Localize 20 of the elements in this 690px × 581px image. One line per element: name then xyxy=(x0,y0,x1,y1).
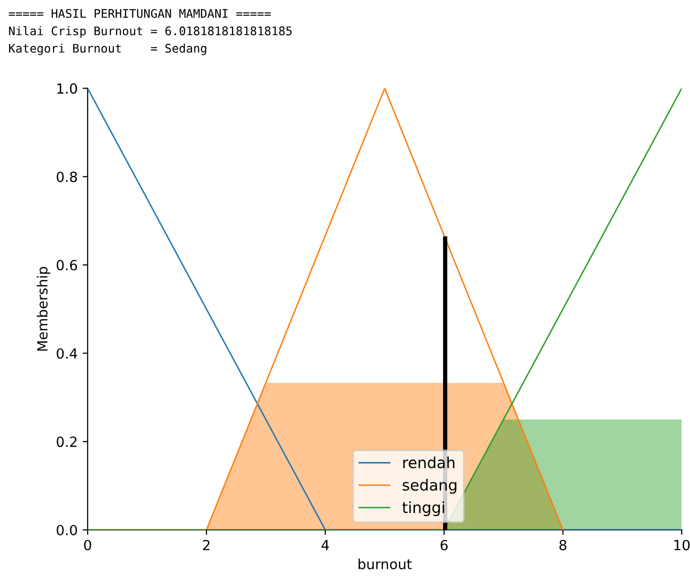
y-axis-title: Membership xyxy=(36,266,50,351)
y-tick-label: 0.8 xyxy=(56,172,77,182)
x-tick-label: 0 xyxy=(84,540,92,550)
y-tick-label: 0.4 xyxy=(56,348,78,359)
legend-label: sedang xyxy=(402,478,456,494)
y-tick-label: 0.0 xyxy=(56,524,77,536)
x-axis-title: burnout xyxy=(358,558,412,570)
text: Kategori Burnout = Sedang xyxy=(9,44,206,56)
y-tick-label: 1.0 xyxy=(57,83,77,94)
y-tick-label: 0.2 xyxy=(56,436,77,448)
x-tick-label: 10 xyxy=(674,540,690,550)
legend-label: rendah xyxy=(403,456,454,468)
x-tick-label: 6 xyxy=(440,540,448,550)
text: ===== HASIL PERHITUNGAN MAMDANI ===== xyxy=(8,8,271,18)
y-tick-label: 0.6 xyxy=(56,260,78,270)
text: Nilai Crisp Burnout = 6.0181818181818185 xyxy=(9,26,292,38)
x-tick-label: 4 xyxy=(322,540,329,550)
legend-label: tinggi xyxy=(402,501,444,516)
x-tick-label: 2 xyxy=(203,540,210,550)
x-tick-label: 8 xyxy=(559,540,566,550)
